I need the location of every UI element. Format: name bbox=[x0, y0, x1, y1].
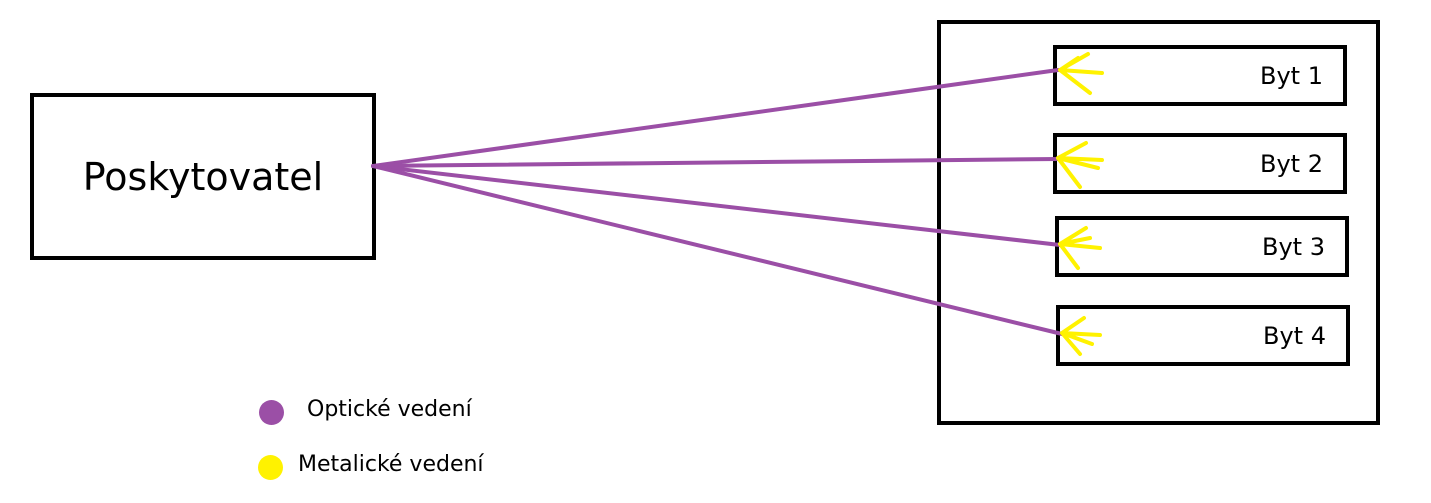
metallic-connector-3 bbox=[1058, 226, 1102, 270]
legend-metallic-label: Metalické vedení bbox=[298, 452, 484, 477]
legend-metallic-dot bbox=[258, 455, 283, 480]
legend-optical-dot bbox=[259, 400, 284, 425]
provider-label: Poskytovatel bbox=[82, 154, 324, 199]
metallic-connector-4 bbox=[1060, 316, 1102, 356]
metallic-connector-1 bbox=[1058, 52, 1104, 95]
metallic-connector-2 bbox=[1056, 141, 1104, 189]
optical-line-1 bbox=[371, 68, 1060, 168]
apartment-4-label: Byt 4 bbox=[1263, 321, 1326, 350]
optical-line-4 bbox=[371, 164, 1064, 336]
apartment-1-box: Byt 1 bbox=[1053, 45, 1347, 106]
apartment-3-label: Byt 3 bbox=[1262, 232, 1325, 261]
apartment-4-box: Byt 4 bbox=[1056, 305, 1350, 366]
optical-line-2 bbox=[371, 157, 1060, 168]
legend-optical-label: Optické vedení bbox=[307, 397, 472, 422]
optical-line-3 bbox=[371, 164, 1062, 247]
provider-box: Poskytovatel bbox=[30, 93, 376, 260]
apartment-2-label: Byt 2 bbox=[1260, 149, 1323, 178]
apartment-2-box: Byt 2 bbox=[1053, 133, 1347, 194]
apartment-1-label: Byt 1 bbox=[1260, 61, 1323, 90]
